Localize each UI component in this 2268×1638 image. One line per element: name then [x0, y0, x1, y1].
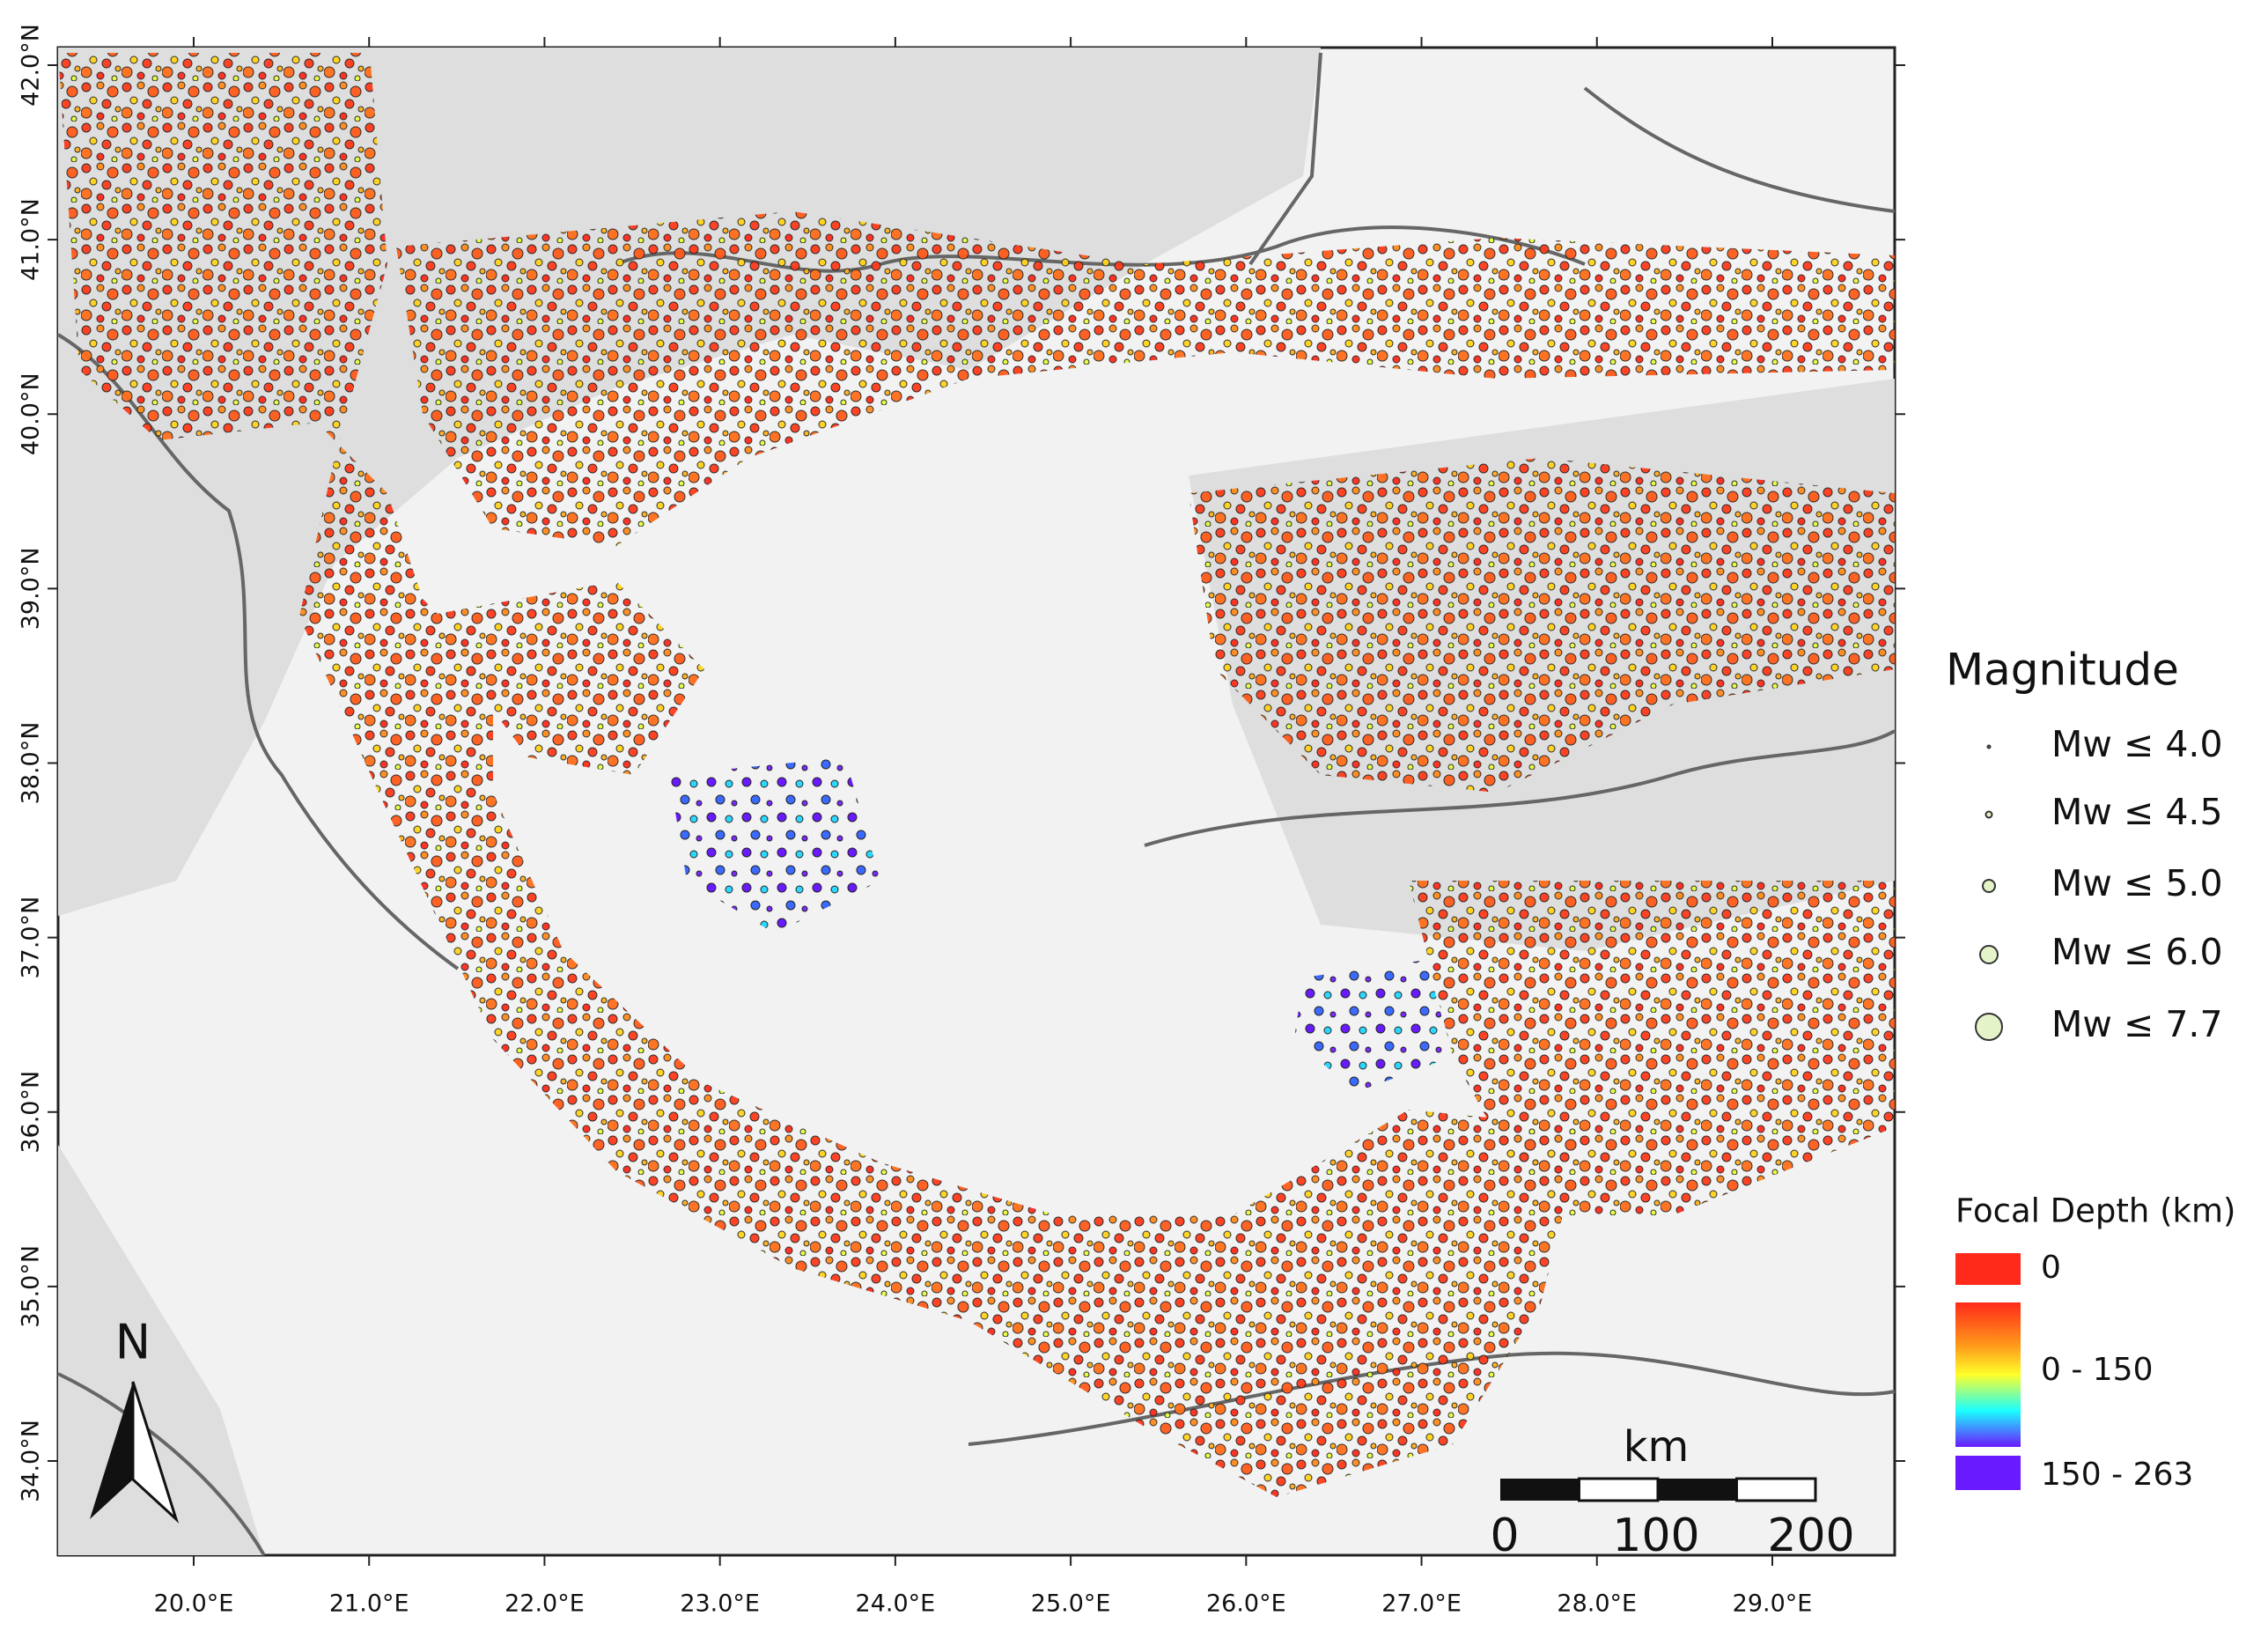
lon-label: 20.0°E [154, 1590, 234, 1618]
lat-label: 39.0°N [18, 547, 45, 630]
seismicity [58, 53, 1895, 1497]
depth-swatch [1955, 1253, 2021, 1285]
lon-label: 29.0°E [1733, 1590, 1813, 1618]
lat-label: 36.0°N [18, 1071, 45, 1154]
scale-label: 200 [1767, 1509, 1854, 1562]
magnitude-symbol [1982, 879, 1996, 893]
lat-label: 42.0°N [18, 24, 45, 107]
magnitude-label: Mw ≤ 4.5 [2051, 791, 2223, 833]
magnitude-label: Mw ≤ 7.7 [2051, 1003, 2223, 1045]
scale-unit: km [1624, 1422, 1690, 1472]
depth-label: 0 [2041, 1250, 2061, 1286]
magnitude-symbol [1975, 1013, 2003, 1041]
legend-title: Focal Depth (km) [1955, 1192, 2235, 1230]
lat-label: 38.0°N [18, 722, 45, 805]
lat-label: 35.0°N [18, 1245, 45, 1328]
lon-label: 24.0°E [856, 1590, 936, 1618]
lat-label: 37.0°N [18, 896, 45, 979]
depth-label: 150 - 263 [2041, 1457, 2193, 1493]
depth-swatch [1955, 1456, 2021, 1490]
lat-label: 34.0°N [18, 1420, 45, 1502]
depth-swatch [1955, 1302, 2021, 1447]
magnitude-symbol [1986, 744, 1992, 749]
lon-label: 21.0°E [329, 1590, 409, 1618]
lon-label: 26.0°E [1206, 1590, 1286, 1618]
deep-seismicity [669, 757, 1453, 1092]
lon-label: 25.0°E [1031, 1590, 1111, 1618]
north-label: N [115, 1315, 151, 1370]
lat-label: 41.0°N [18, 198, 45, 281]
magnitude-label: Mw ≤ 4.0 [2051, 723, 2223, 765]
lon-label: 27.0°E [1381, 1590, 1462, 1618]
lon-label: 23.0°E [680, 1590, 760, 1618]
magnitude-symbol [1984, 810, 1993, 819]
lon-label: 28.0°E [1557, 1590, 1637, 1618]
magnitude-label: Mw ≤ 5.0 [2051, 862, 2223, 904]
magnitude-label: Mw ≤ 6.0 [2051, 931, 2223, 973]
scale-label: 100 [1612, 1509, 1699, 1562]
depth-label: 0 - 150 [2041, 1352, 2154, 1388]
legend-title: Magnitude [1946, 645, 2179, 696]
lon-label: 22.0°E [504, 1590, 585, 1618]
north-arrow [90, 1381, 180, 1524]
lat-label: 40.0°N [18, 373, 45, 455]
scale-bar [1500, 1477, 1817, 1502]
scale-label: 0 [1490, 1509, 1519, 1562]
magnitude-symbol [1979, 945, 1999, 964]
